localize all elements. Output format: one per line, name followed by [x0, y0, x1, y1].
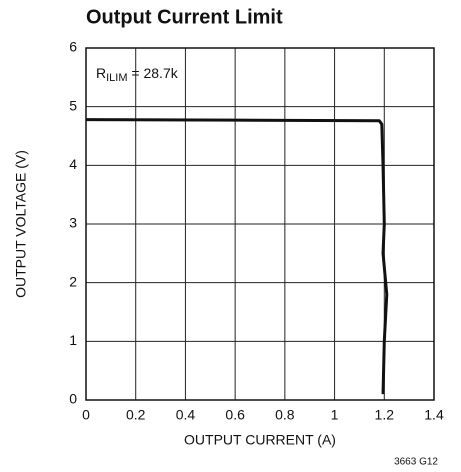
x-tick-label: 0.4 — [176, 407, 196, 423]
y-tick-label: 4 — [69, 156, 77, 172]
y-tick-label: 0 — [69, 391, 77, 407]
annotation: RILIM = 28.7k — [96, 65, 179, 84]
x-tick-label: 0.2 — [126, 407, 146, 423]
x-tick-label: 0.6 — [225, 407, 245, 423]
data-line — [85, 118, 389, 395]
annotation-sub: ILIM — [106, 72, 127, 84]
y-tick-label: 2 — [69, 273, 77, 289]
chart-title: Output Current Limit — [86, 6, 283, 28]
x-axis-label: OUTPUT CURRENT (A) — [184, 432, 336, 448]
x-tick-label: 1.4 — [424, 407, 444, 423]
x-tick-label: 1.2 — [375, 407, 395, 423]
y-tick-label: 1 — [69, 332, 77, 348]
x-tick-label: 0.8 — [275, 407, 295, 423]
plot-frame — [85, 47, 435, 401]
annotation-main: R — [96, 65, 106, 81]
x-tick-label: 0 — [82, 407, 90, 423]
y-tick-label: 5 — [69, 97, 77, 113]
y-tick-label: 6 — [69, 39, 77, 55]
x-tick-label: 1 — [331, 407, 339, 423]
annotation-rest: = 28.7k — [128, 65, 179, 81]
y-axis-label: OUTPUT VOLTAGE (V) — [13, 150, 29, 298]
footnote: 3663 G12 — [394, 457, 438, 468]
y-tick-label: 3 — [69, 215, 77, 231]
